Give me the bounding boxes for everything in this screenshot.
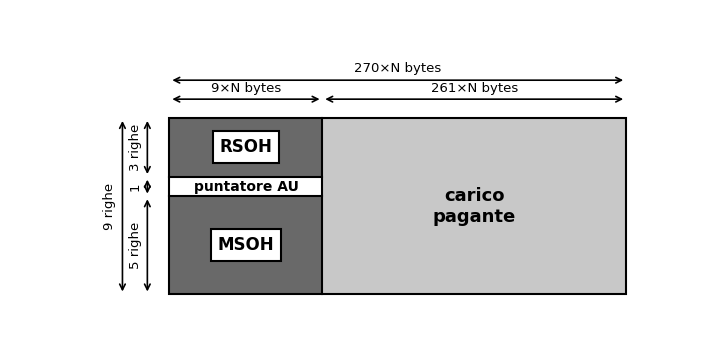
Text: 1: 1: [129, 182, 142, 191]
Bar: [169, 177, 323, 196]
Bar: [169, 118, 626, 294]
Bar: [323, 118, 626, 294]
Text: RSOH: RSOH: [219, 138, 272, 157]
Text: MSOH: MSOH: [218, 237, 274, 254]
Text: 5 righe: 5 righe: [129, 222, 142, 269]
Text: carico
pagante: carico pagante: [433, 187, 516, 226]
Text: puntatore AU: puntatore AU: [193, 180, 298, 194]
Text: 9×N bytes: 9×N bytes: [211, 82, 281, 95]
Text: 3 righe: 3 righe: [129, 124, 142, 171]
Text: 270×N bytes: 270×N bytes: [354, 62, 441, 75]
Text: 261×N bytes: 261×N bytes: [431, 82, 518, 95]
Bar: [169, 196, 323, 294]
Bar: [169, 118, 323, 177]
Text: 9 righe: 9 righe: [103, 183, 116, 230]
